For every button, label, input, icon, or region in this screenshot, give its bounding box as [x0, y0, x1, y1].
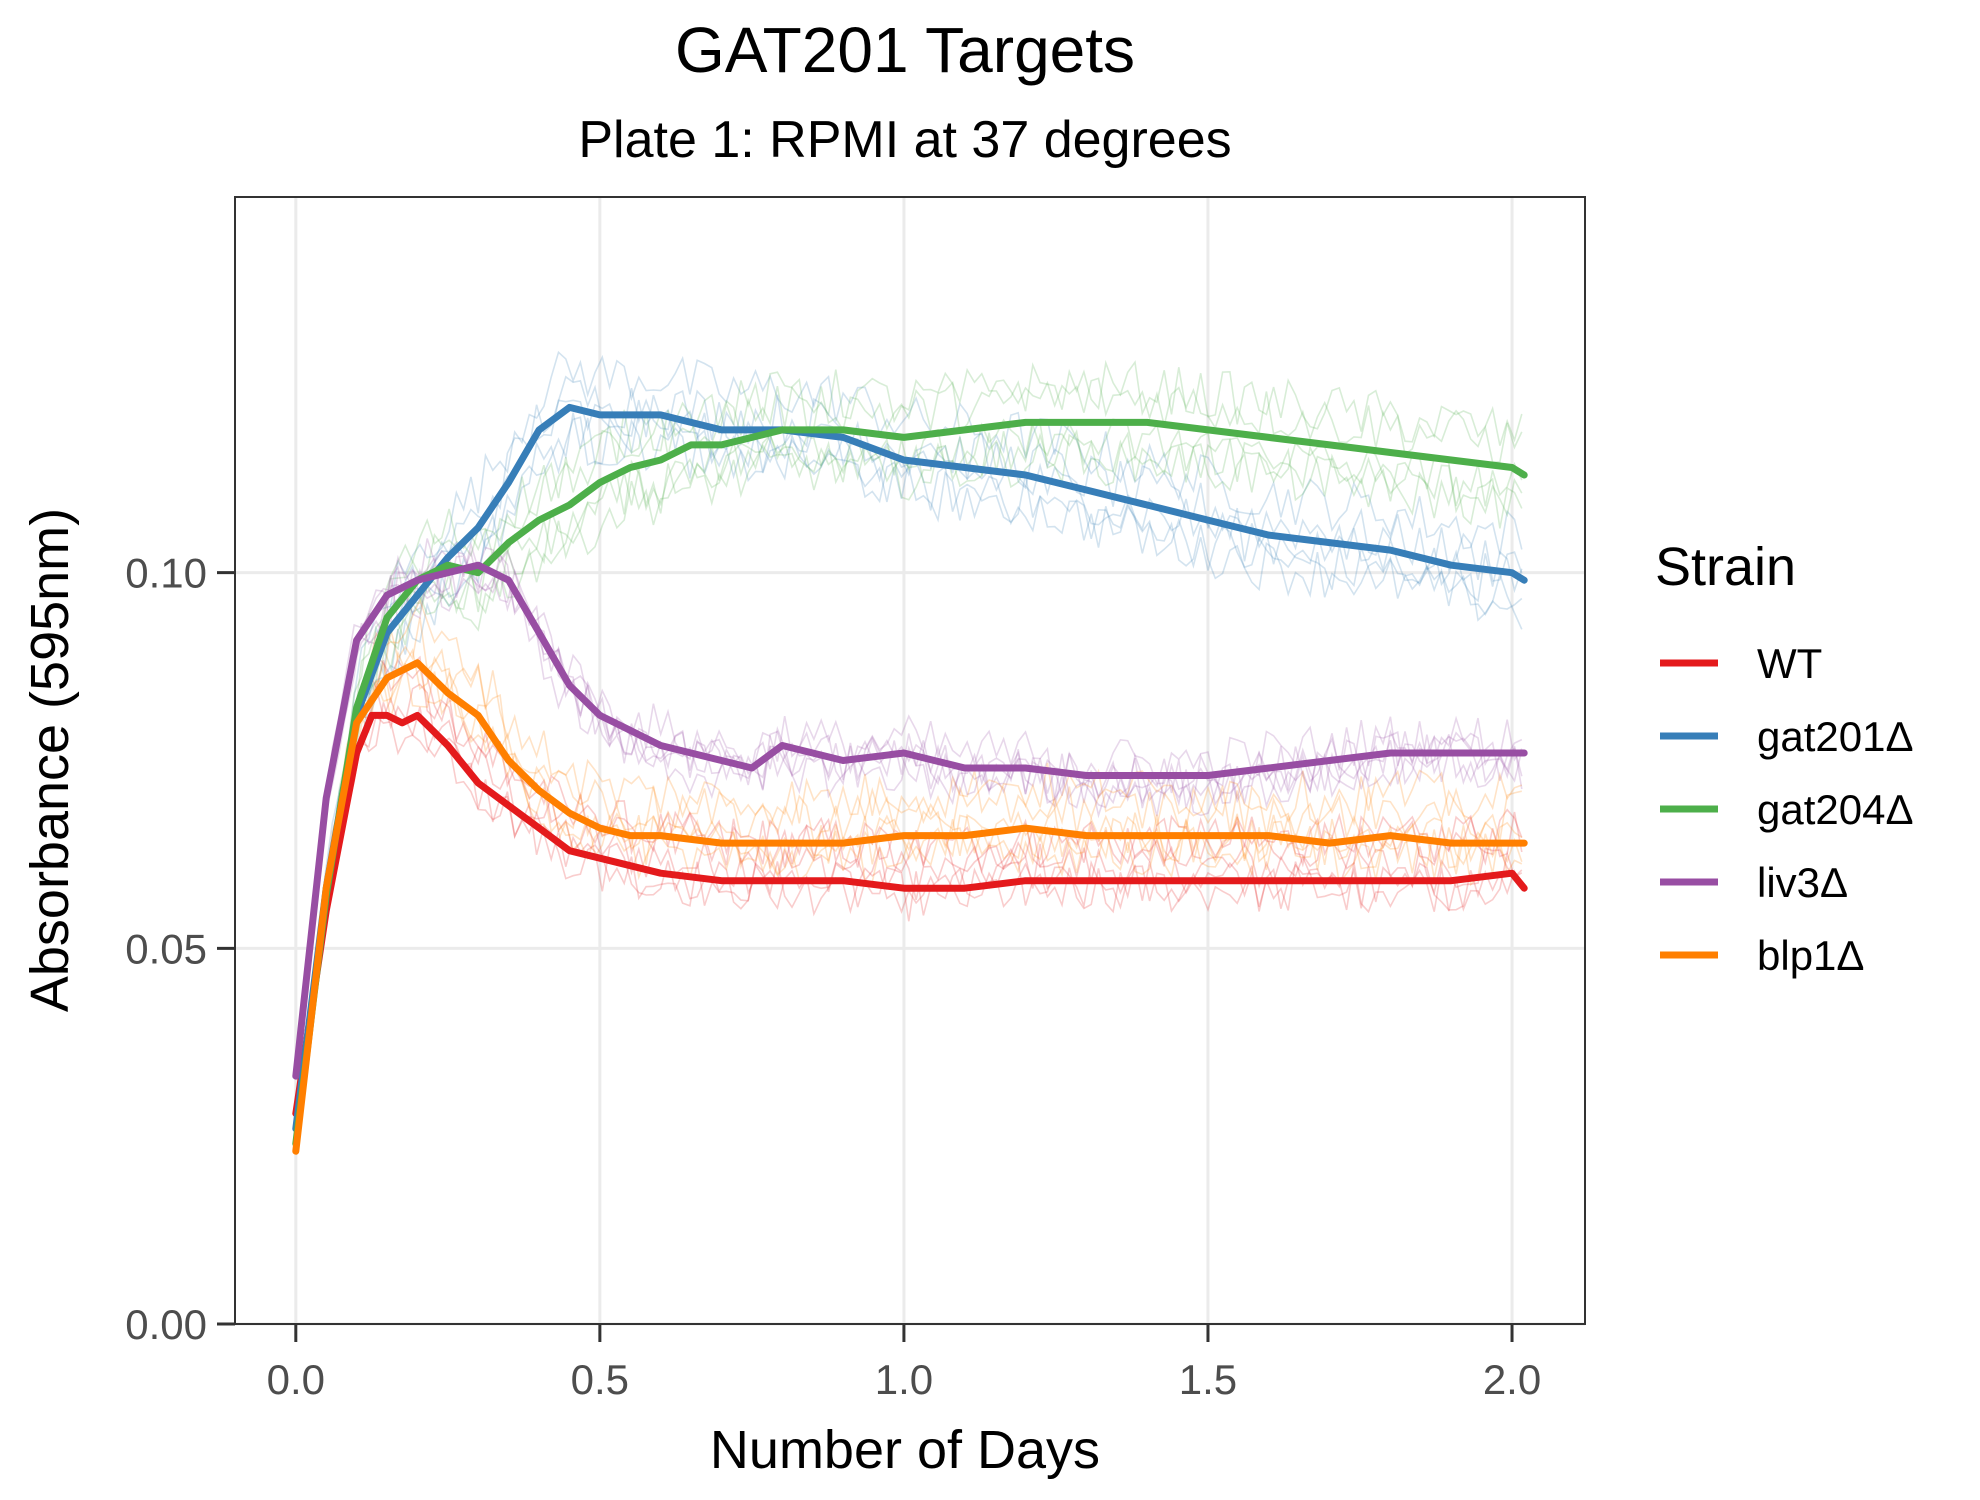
replicate-line	[295, 597, 1523, 1152]
replicate-line	[295, 549, 1523, 1077]
series-line-gat204Δ	[292, 418, 1528, 1148]
plot-panel-border	[234, 196, 1586, 1325]
replicate-line	[295, 617, 1522, 1152]
replicate-line	[295, 648, 1523, 1152]
legend-title: Strain	[1655, 537, 1796, 597]
series-line-WT	[292, 711, 1528, 1118]
y-tick-label: 0.00	[125, 1301, 207, 1348]
grid	[235, 197, 1585, 1326]
x-tick-label: 1.5	[1179, 1356, 1237, 1403]
replicate-line	[295, 706, 1523, 1114]
series-line-blp1Δ	[292, 659, 1528, 1155]
replicate-line	[295, 553, 1523, 1077]
y-tick-label: 0.10	[125, 550, 207, 597]
series-lines	[292, 403, 1528, 1155]
legend-label: WT	[1757, 640, 1822, 687]
x-tick-label: 2.0	[1483, 1356, 1541, 1403]
legend-items: WT gat201Δ gat204Δ liv3Δ blp1Δ	[1660, 640, 1914, 979]
legend: Strain WT gat201Δ gat204Δ liv3Δ blp1Δ	[1655, 537, 1914, 979]
series-line-liv3Δ	[292, 561, 1528, 1080]
legend-label: gat204Δ	[1757, 786, 1914, 833]
legend-label: blp1Δ	[1757, 932, 1864, 979]
x-tick-label: 0.0	[267, 1356, 325, 1403]
replicate-line	[295, 654, 1523, 1114]
replicate-line	[295, 359, 1523, 1144]
replicate-line	[295, 650, 1523, 1152]
replicate-line	[295, 660, 1523, 1114]
replicate-line	[295, 418, 1523, 1144]
axes: 0.0 0.5 1.0 1.5 2.0 0.00 0.05 0.10	[125, 550, 1541, 1403]
x-tick-label: 0.5	[571, 1356, 629, 1403]
chart-title: GAT201 Targets	[675, 14, 1135, 86]
replicate-line	[295, 683, 1523, 1114]
chart-subtitle: Plate 1: RPMI at 37 degrees	[578, 111, 1231, 169]
replicate-line	[295, 377, 1523, 1144]
replicate-line	[295, 350, 1523, 1129]
y-tick-label: 0.05	[125, 925, 207, 972]
legend-label: liv3Δ	[1757, 859, 1848, 906]
replicate-line	[295, 421, 1523, 1144]
y-axis-title: Absorbance (595nm)	[20, 508, 80, 1012]
x-tick-label: 1.0	[875, 1356, 933, 1403]
x-axis-title: Number of Days	[710, 1420, 1100, 1480]
legend-label: gat201Δ	[1757, 713, 1914, 760]
replicate-line	[295, 550, 1523, 1077]
